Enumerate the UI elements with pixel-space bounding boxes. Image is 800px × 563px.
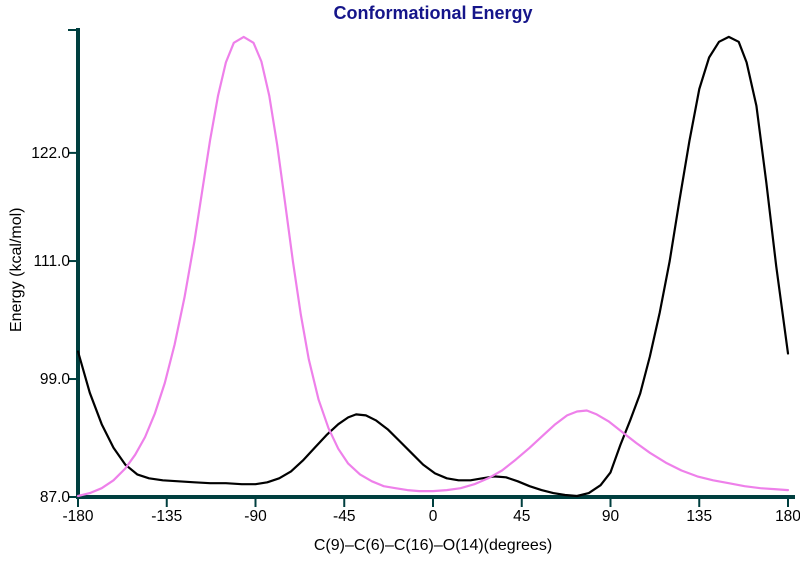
x-tick-label: -90 <box>244 508 267 525</box>
x-tick-label: 180 <box>775 508 800 525</box>
x-tick-label: -180 <box>62 508 93 525</box>
x-tick-label: 0 <box>429 508 438 525</box>
y-tick-label: 99.0 <box>40 371 71 388</box>
y-tick-label: 87.0 <box>40 489 71 506</box>
x-tick-label: -135 <box>151 508 182 525</box>
series-line-magenta <box>76 35 790 498</box>
x-tick-label: 45 <box>513 508 530 525</box>
x-tick-label: 135 <box>686 508 712 525</box>
x-tick-label: 90 <box>602 508 620 525</box>
x-axis-title: C(9)–C(6)–C(16)–O(14)(degrees) <box>313 537 553 554</box>
y-tick-label: 122.0 <box>31 145 70 162</box>
y-axis-title: Energy (kcal/mol) <box>8 207 25 332</box>
x-tick-label: -45 <box>333 508 355 525</box>
y-tick-label: 111.0 <box>34 253 71 270</box>
chart-title: Conformational Energy <box>333 3 533 23</box>
series-line-black <box>76 35 790 498</box>
